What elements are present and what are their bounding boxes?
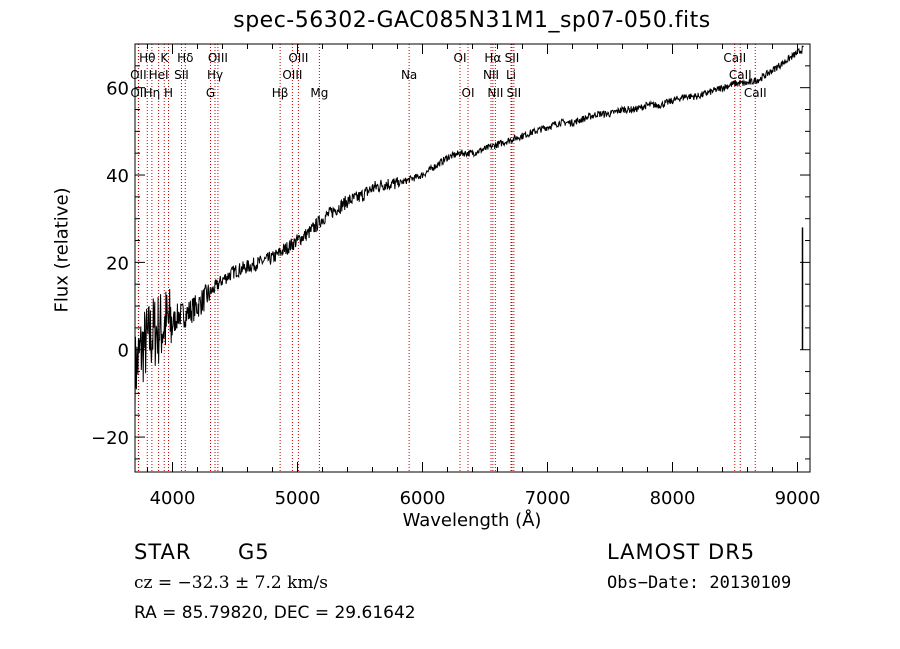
coordinates: RA = 85.79820, DEC = 29.61642 — [134, 603, 416, 623]
obs-date: Obs−Date: 20130109 — [607, 573, 792, 593]
spectral-line-label: OIII — [288, 51, 308, 65]
spectral-line-label: SII — [174, 68, 189, 82]
object-class: STAR — [134, 540, 192, 564]
spectral-line-label: K — [160, 51, 169, 65]
spectral-line-label: CaII — [744, 86, 767, 100]
y-tick-label: 20 — [106, 253, 129, 274]
spectral-line-label: OIII — [282, 68, 302, 82]
x-tick-label: 5000 — [275, 488, 321, 509]
spectral-line-label: Hβ — [272, 86, 289, 100]
x-tick-label: 8000 — [650, 488, 696, 509]
spectral-line-label: CaII — [729, 68, 752, 82]
spectral-line-label: Hη — [144, 86, 161, 100]
y-tick-label: 0 — [118, 341, 129, 362]
y-tick-label: −20 — [91, 428, 129, 449]
survey-name: LAMOST DR5 — [607, 540, 756, 564]
redshift-text: cz = −32.3 ± 7.2 km/s — [134, 573, 328, 593]
spectral-line-label: OII — [130, 68, 147, 82]
spectrum-line — [134, 45, 804, 411]
spectral-line-label: HeI — [149, 68, 169, 82]
chart-title: spec-56302-GAC085N31M1_sp07-050.fits — [233, 8, 711, 33]
object-subclass: G5 — [238, 540, 270, 564]
spectral-line-label: Na — [401, 68, 417, 82]
x-tick-label: 7000 — [525, 488, 571, 509]
plot-frame — [134, 43, 811, 473]
y-axis-label: Flux (relative) — [51, 187, 73, 313]
x-tick-label: 9000 — [775, 488, 821, 509]
spectral-line-label: Hδ — [177, 51, 193, 65]
spectral-line-label: Li — [506, 68, 516, 82]
spectral-line-label: Mg — [310, 86, 328, 100]
spectral-line-label: OII — [130, 86, 147, 100]
spectral-line-label: OIII — [208, 51, 228, 65]
y-tick-label: 60 — [106, 79, 129, 100]
spectral-line-label: Hγ — [207, 68, 223, 82]
x-tick-label: 6000 — [400, 488, 446, 509]
spectral-line-label: H — [164, 86, 173, 100]
spectral-line-label: NII — [483, 68, 499, 82]
spectral-line-label: Hα — [484, 51, 501, 65]
spectral-line-label: CaII — [723, 51, 746, 65]
x-axis-label: Wavelength (Å) — [402, 510, 542, 531]
spectral-line-label: SII — [507, 86, 522, 100]
spectral-line-label: OI — [454, 51, 467, 65]
y-tick-label: 40 — [106, 166, 129, 187]
spectral-line-label: Hθ — [139, 51, 155, 65]
spectral-line-label: OI — [462, 86, 475, 100]
x-tick-label: 4000 — [150, 488, 196, 509]
spectral-line-label: NII — [487, 86, 503, 100]
spectral-line-label: SII — [505, 51, 520, 65]
spectral-line-label: G — [206, 86, 215, 100]
